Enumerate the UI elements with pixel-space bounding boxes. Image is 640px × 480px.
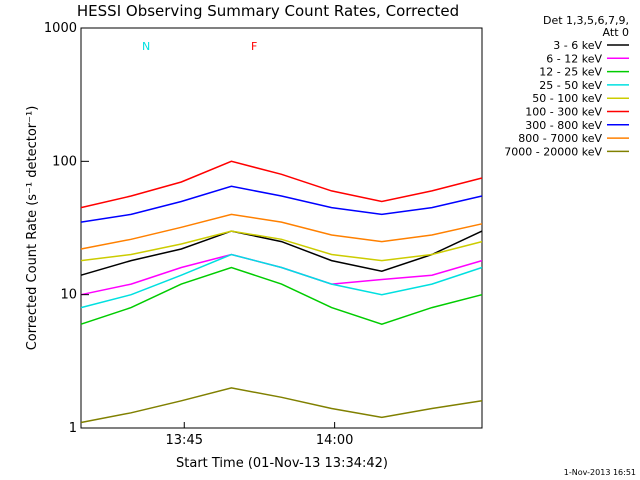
series-line-3 <box>80 253 483 309</box>
y-axis-label: Corrected Count Rate (s⁻¹ detector⁻¹) <box>25 106 40 351</box>
legend-header-line1: Det 1,3,5,6,7,9, <box>543 14 629 27</box>
series-layer <box>80 160 483 424</box>
y-tick-label-2: 100 <box>52 154 77 169</box>
y-tick-label-0: 1 <box>69 421 77 436</box>
x-axis-label: Start Time (01-Nov-13 13:34:42) <box>176 456 388 471</box>
plot-frame <box>80 27 483 429</box>
legend-label-8: 7000 - 20000 keV <box>504 145 602 158</box>
legend-label-7: 800 - 7000 keV <box>518 132 602 145</box>
y-tick-label-3: 1000 <box>44 21 77 36</box>
legend-label-0: 3 - 6 keV <box>553 39 602 52</box>
legend-label-2: 12 - 25 keV <box>539 66 602 79</box>
marker-label-1: F <box>251 40 257 53</box>
x-tick-label-1: 14:00 <box>316 433 353 448</box>
legend-label-4: 50 - 100 keV <box>532 92 602 105</box>
series-line-5 <box>80 160 483 209</box>
footer-date: 1-Nov-2013 16:51 <box>564 468 636 477</box>
marker-label-0: N <box>142 40 150 53</box>
series-line-6 <box>80 185 483 223</box>
series-line-8 <box>80 387 483 424</box>
y-tick-label-1: 10 <box>60 288 77 303</box>
series-line-0 <box>80 230 483 276</box>
legend-label-3: 25 - 50 keV <box>539 79 602 92</box>
series-line-7 <box>80 213 483 250</box>
x-axis-ticks: 13:45 14:00 <box>166 422 353 448</box>
series-line-2 <box>80 266 483 325</box>
legend-label-1: 6 - 12 keV <box>546 52 602 65</box>
y-axis-ticks: 1 10 100 1000 <box>44 21 89 436</box>
chart-title: HESSI Observing Summary Count Rates, Cor… <box>77 2 459 20</box>
series-line-4 <box>80 230 483 262</box>
legend-header-line2: Att 0 <box>603 26 629 39</box>
legend-label-6: 300 - 800 keV <box>525 119 602 132</box>
x-tick-label-0: 13:45 <box>166 433 203 448</box>
legend-label-5: 100 - 300 keV <box>525 106 602 119</box>
